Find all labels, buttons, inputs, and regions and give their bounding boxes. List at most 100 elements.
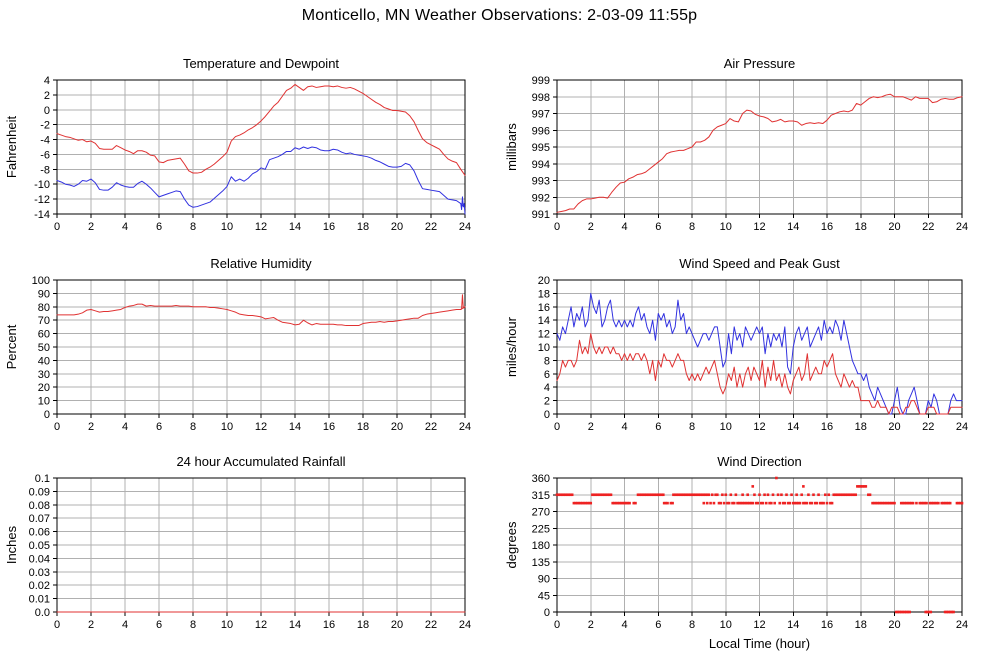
svg-text:12: 12	[753, 221, 765, 233]
svg-text:20: 20	[38, 382, 50, 394]
svg-text:10: 10	[720, 619, 732, 631]
svg-text:0: 0	[554, 221, 560, 233]
svg-text:8: 8	[544, 355, 550, 367]
svg-text:80: 80	[38, 302, 50, 314]
svg-text:0: 0	[544, 607, 550, 619]
svg-text:16: 16	[821, 421, 833, 433]
svg-text:12: 12	[538, 329, 550, 341]
svg-text:Fahrenheit: Fahrenheit	[4, 116, 19, 179]
svg-text:millibars: millibars	[504, 123, 519, 171]
svg-text:360: 360	[532, 473, 550, 485]
svg-text:998: 998	[532, 92, 550, 104]
svg-text:-8: -8	[40, 164, 50, 176]
relative-humidity-plot: 0 2 4 6 8 10 12 14 16 18 20 22 240102030405060708090…	[4, 256, 471, 433]
svg-text:6: 6	[544, 369, 550, 381]
svg-text:16: 16	[821, 221, 833, 233]
svg-text:18: 18	[855, 221, 867, 233]
svg-text:20: 20	[391, 619, 403, 631]
svg-text:10: 10	[720, 421, 732, 433]
svg-text:996: 996	[532, 125, 550, 137]
svg-text:24: 24	[459, 221, 471, 233]
svg-text:2: 2	[88, 421, 94, 433]
svg-text:10: 10	[720, 221, 732, 233]
svg-text:999: 999	[532, 75, 550, 87]
svg-text:18: 18	[855, 619, 867, 631]
svg-text:0.06: 0.06	[29, 527, 50, 539]
svg-text:16: 16	[821, 619, 833, 631]
svg-text:20: 20	[888, 421, 900, 433]
svg-text:4: 4	[122, 619, 128, 631]
svg-text:Wind Direction: Wind Direction	[717, 454, 802, 469]
svg-text:0: 0	[44, 409, 50, 421]
svg-text:14: 14	[787, 221, 799, 233]
svg-text:20: 20	[888, 221, 900, 233]
chart-air-pressure: 0 2 4 6 8 10 12 14 16 18 20 22 24 991 992 993 994 995 996 9…	[500, 48, 999, 248]
svg-text:Inches: Inches	[4, 525, 19, 564]
svg-text:0.05: 0.05	[29, 540, 50, 552]
svg-text:0.07: 0.07	[29, 513, 50, 525]
svg-text:2: 2	[44, 90, 50, 102]
svg-text:0.02: 0.02	[29, 580, 50, 592]
svg-text:0: 0	[54, 221, 60, 233]
chart-rainfall: 0 2 4 6 8 10 12 14 16 18 20 22 24 0.0 0.01 0.02 0.03 0.04…	[0, 446, 490, 658]
svg-text:8: 8	[190, 221, 196, 233]
svg-text:Local Time (hour): Local Time (hour)	[709, 636, 810, 651]
svg-text:4: 4	[122, 421, 128, 433]
svg-text:24: 24	[459, 421, 471, 433]
svg-text:0: 0	[554, 421, 560, 433]
svg-text:10: 10	[221, 619, 233, 631]
svg-text:Wind Speed and Peak Gust: Wind Speed and Peak Gust	[679, 256, 840, 271]
svg-text:8: 8	[689, 619, 695, 631]
chart-relative-humidity: 0 2 4 6 8 10 12 14 16 18 20 22 24 0 10 20 30 40 50 60 70 80 90…	[0, 248, 490, 448]
svg-text:20: 20	[538, 275, 550, 287]
svg-text:-14: -14	[34, 209, 50, 221]
svg-text:8: 8	[190, 421, 196, 433]
svg-text:22: 22	[922, 619, 934, 631]
svg-text:18: 18	[357, 221, 369, 233]
svg-text:22: 22	[425, 421, 437, 433]
wind-speed-gust-plot: 0 2 4 6 8 10 12 14 16 18 20 22 2402468101214161820Wi…	[504, 256, 968, 433]
svg-text:16: 16	[538, 302, 550, 314]
svg-text:20: 20	[391, 421, 403, 433]
svg-text:4: 4	[544, 382, 550, 394]
svg-text:0: 0	[54, 421, 60, 433]
svg-text:14: 14	[289, 619, 301, 631]
svg-text:4: 4	[621, 221, 627, 233]
svg-text:2: 2	[544, 396, 550, 408]
svg-text:2: 2	[88, 221, 94, 233]
svg-text:18: 18	[855, 421, 867, 433]
svg-text:10: 10	[538, 342, 550, 354]
svg-text:993: 993	[532, 176, 550, 188]
svg-text:0: 0	[44, 105, 50, 117]
svg-text:12: 12	[255, 619, 267, 631]
chart-wind-speed-gust: 0 2 4 6 8 10 12 14 16 18 20 22 24 0 2 4 6 8 10 12 14 16 18 20 Wi…	[500, 248, 999, 448]
svg-text:8: 8	[689, 221, 695, 233]
svg-text:50: 50	[38, 342, 50, 354]
svg-text:10: 10	[38, 396, 50, 408]
svg-text:14: 14	[289, 221, 301, 233]
svg-text:Relative Humidity: Relative Humidity	[210, 256, 312, 271]
svg-text:8: 8	[190, 619, 196, 631]
svg-text:12: 12	[255, 221, 267, 233]
svg-text:-2: -2	[40, 120, 50, 132]
svg-text:90: 90	[38, 288, 50, 300]
svg-text:100: 100	[32, 275, 50, 287]
svg-text:10: 10	[221, 221, 233, 233]
svg-text:24: 24	[459, 619, 471, 631]
svg-text:0.03: 0.03	[29, 567, 50, 579]
svg-text:270: 270	[532, 507, 550, 519]
svg-text:14: 14	[289, 421, 301, 433]
svg-text:24: 24	[956, 221, 968, 233]
svg-text:30: 30	[38, 369, 50, 381]
svg-text:0: 0	[54, 619, 60, 631]
svg-text:22: 22	[425, 221, 437, 233]
svg-text:180: 180	[532, 540, 550, 552]
svg-text:0.09: 0.09	[29, 486, 50, 498]
rainfall-plot: 0 2 4 6 8 10 12 14 16 18 20 22 240.00.010.020.030.04…	[4, 454, 471, 631]
svg-text:miles/hour: miles/hour	[504, 316, 519, 377]
svg-text:0.1: 0.1	[35, 473, 50, 485]
svg-text:14: 14	[787, 619, 799, 631]
svg-text:991: 991	[532, 209, 550, 221]
svg-text:10: 10	[221, 421, 233, 433]
svg-text:24: 24	[956, 421, 968, 433]
